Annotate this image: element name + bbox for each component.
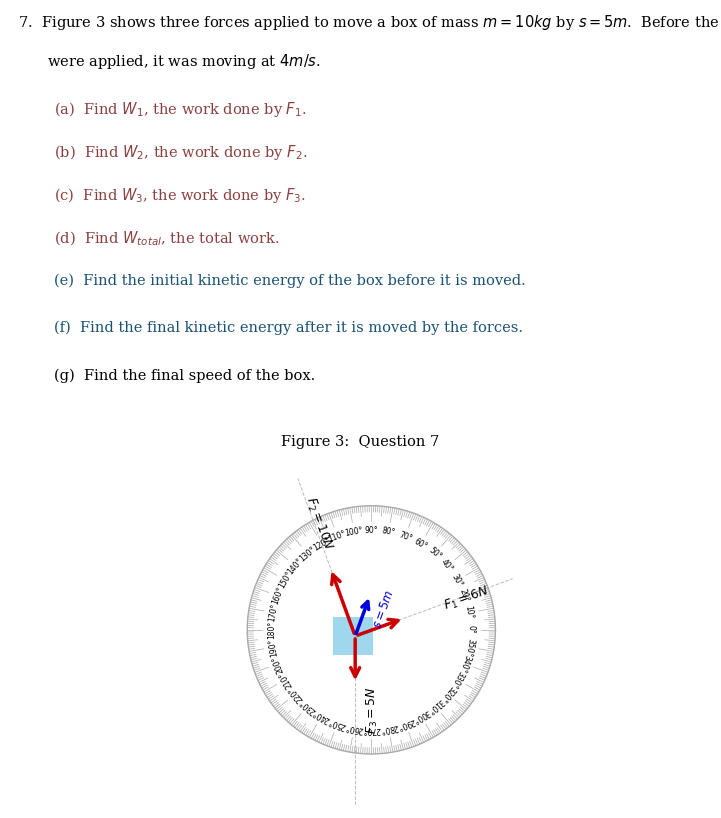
Text: 70°: 70° <box>397 530 413 543</box>
Text: 30°: 30° <box>450 572 464 588</box>
Text: 250°: 250° <box>327 716 348 730</box>
Text: (a)  Find $W_1$, the work done by $F_1$.: (a) Find $W_1$, the work done by $F_1$. <box>54 100 306 119</box>
Text: (e)  Find the initial kinetic energy of the box before it is moved.: (e) Find the initial kinetic energy of t… <box>54 273 526 287</box>
Text: 140°: 140° <box>286 556 304 576</box>
Text: (b)  Find $W_2$, the work done by $F_2$.: (b) Find $W_2$, the work done by $F_2$. <box>54 143 307 162</box>
Text: 90°: 90° <box>365 526 378 535</box>
Text: 310°: 310° <box>425 697 445 715</box>
Text: 100°: 100° <box>344 526 364 538</box>
Text: 170°: 170° <box>267 603 280 622</box>
Text: 130°: 130° <box>298 545 317 563</box>
Text: 120°: 120° <box>311 536 332 552</box>
Text: 60°: 60° <box>413 537 429 551</box>
Text: $F_3 = 5N$: $F_3 = 5N$ <box>365 687 380 735</box>
Text: 160°: 160° <box>270 586 286 606</box>
Text: (f)  Find the final kinetic energy after it is moved by the forces.: (f) Find the final kinetic energy after … <box>54 321 523 335</box>
Text: 290°: 290° <box>395 716 415 730</box>
Text: 110°: 110° <box>327 529 348 544</box>
Text: 330°: 330° <box>448 669 466 690</box>
Text: 280°: 280° <box>379 721 398 734</box>
Text: 220°: 220° <box>286 684 304 703</box>
Text: 0°: 0° <box>466 626 475 634</box>
Text: 180°: 180° <box>267 621 277 639</box>
Text: 210°: 210° <box>277 669 293 690</box>
Text: 300°: 300° <box>411 708 431 725</box>
Text: 80°: 80° <box>381 527 396 537</box>
Text: (g)  Find the final speed of the box.: (g) Find the final speed of the box. <box>54 368 315 383</box>
Text: $F_1 = 6N$: $F_1 = 6N$ <box>442 584 492 614</box>
Text: 50°: 50° <box>427 546 443 562</box>
Text: 320°: 320° <box>438 684 456 703</box>
Text: 40°: 40° <box>440 558 455 574</box>
Text: 340°: 340° <box>457 654 472 674</box>
Text: 20°: 20° <box>458 588 471 604</box>
Text: 190°: 190° <box>267 637 280 657</box>
Bar <box>333 618 373 654</box>
Text: 230°: 230° <box>298 697 317 715</box>
Text: 7.  Figure 3 shows three forces applied to move a box of mass $m = 10kg$ by $s =: 7. Figure 3 shows three forces applied t… <box>18 13 721 32</box>
Text: (d)  Find $W_{total}$, the total work.: (d) Find $W_{total}$, the total work. <box>54 230 280 248</box>
Text: 260°: 260° <box>344 721 364 734</box>
Text: 150°: 150° <box>277 570 294 591</box>
Text: were applied, it was moving at $4m/s$.: were applied, it was moving at $4m/s$. <box>47 52 321 71</box>
Text: $s = 5m$: $s = 5m$ <box>371 588 397 630</box>
Text: 240°: 240° <box>311 708 332 724</box>
Text: 270°: 270° <box>362 725 381 734</box>
Text: 200°: 200° <box>270 654 286 674</box>
Text: 350°: 350° <box>463 637 475 657</box>
Text: (c)  Find $W_3$, the work done by $F_3$.: (c) Find $W_3$, the work done by $F_3$. <box>54 187 306 205</box>
Text: $F_2 = 10N$: $F_2 = 10N$ <box>302 495 335 552</box>
Text: 10°: 10° <box>464 605 474 620</box>
Text: Figure 3:  Question 7: Figure 3: Question 7 <box>281 434 440 449</box>
